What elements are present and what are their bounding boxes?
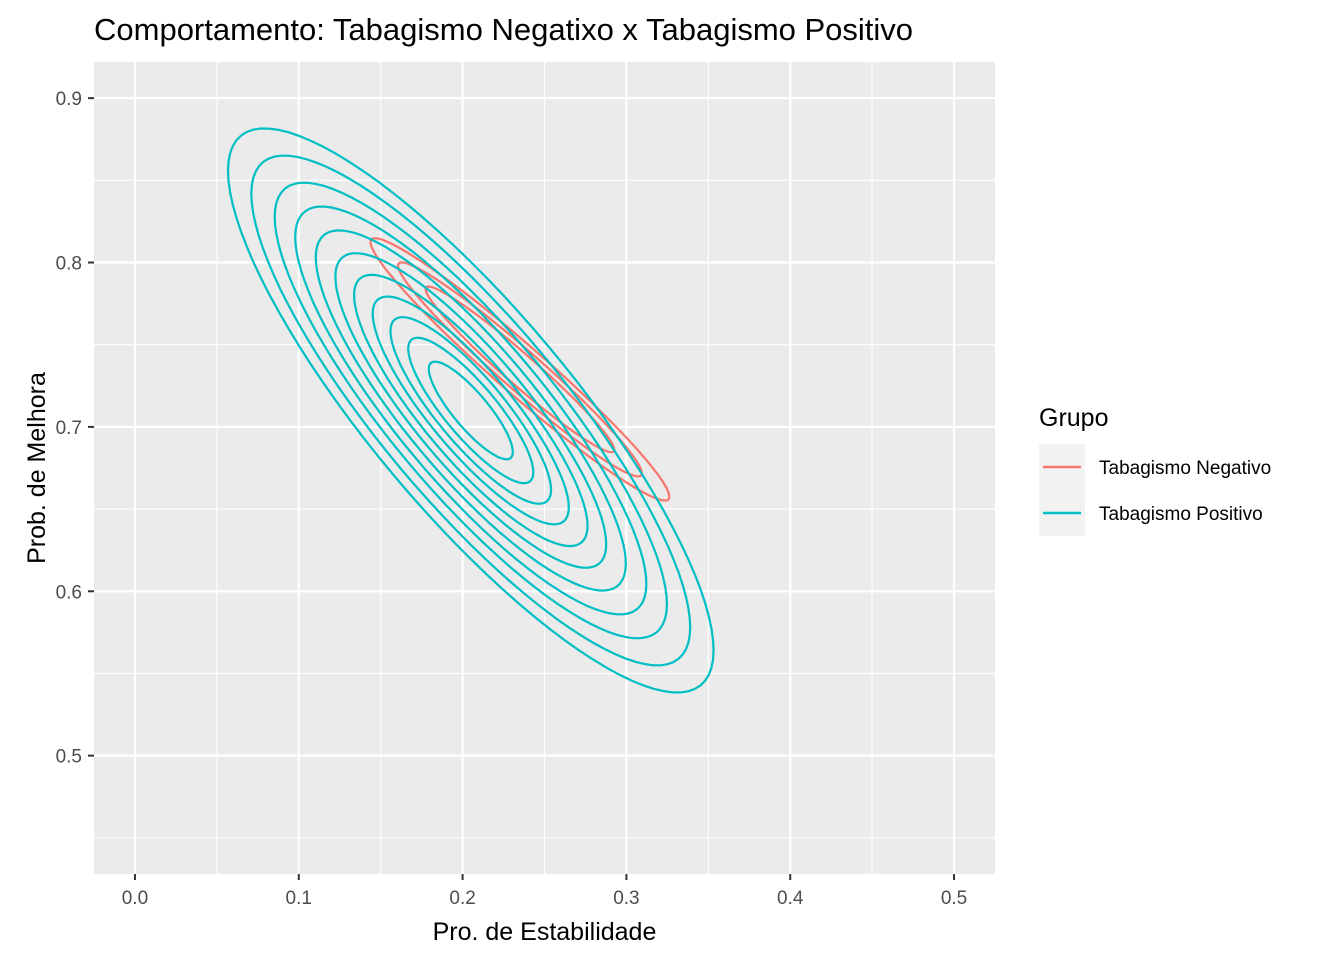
x-axis-label: Pro. de Estabilidade — [433, 918, 657, 946]
y-tick-label: 0.8 — [56, 254, 82, 275]
y-tick-label: 0.6 — [56, 582, 82, 603]
contour-line-positivo — [371, 295, 570, 526]
contour-line-positivo — [294, 205, 648, 616]
legend: Grupo Tabagismo Negativo Tabagismo Posit… — [1039, 404, 1271, 536]
contour-line-positivo — [226, 127, 715, 694]
x-tick-label: 0.4 — [777, 888, 804, 909]
x-tick-label: 0.2 — [449, 888, 475, 909]
x-tick-label: 0.1 — [286, 888, 312, 909]
legend-label-negativo: Tabagismo Negativo — [1099, 458, 1271, 479]
legend-label-positivo: Tabagismo Positivo — [1099, 504, 1263, 525]
y-tick-label: 0.5 — [56, 747, 82, 768]
x-tick-label: 0.5 — [941, 888, 967, 909]
contour-line-positivo — [352, 273, 589, 548]
x-axis-ticks: 0.0 0.1 0.2 0.3 0.4 0.5 — [122, 874, 967, 909]
contour-line-positivo — [250, 154, 692, 667]
contour-lines — [226, 127, 715, 694]
x-tick-label: 0.0 — [122, 888, 148, 909]
contour-line-positivo — [314, 229, 627, 592]
y-axis-ticks: 0.5 0.6 0.7 0.8 0.9 — [56, 89, 94, 768]
y-tick-label: 0.9 — [56, 89, 82, 110]
contour-line-positivo — [389, 316, 553, 505]
legend-title: Grupo — [1039, 404, 1108, 432]
chart-title: Comportamento: Tabagismo Negatixo x Taba… — [94, 12, 913, 47]
y-tick-label: 0.7 — [56, 418, 82, 439]
grid-minor — [94, 62, 995, 874]
contour-line-positivo — [334, 252, 608, 569]
contour-line-positivo — [407, 336, 535, 485]
y-axis-label: Prob. de Melhora — [23, 372, 51, 564]
contour-line-positivo — [273, 181, 669, 640]
contour-line-positivo — [427, 360, 514, 461]
contour-line-negativo — [396, 261, 643, 478]
x-tick-label: 0.3 — [613, 888, 639, 909]
